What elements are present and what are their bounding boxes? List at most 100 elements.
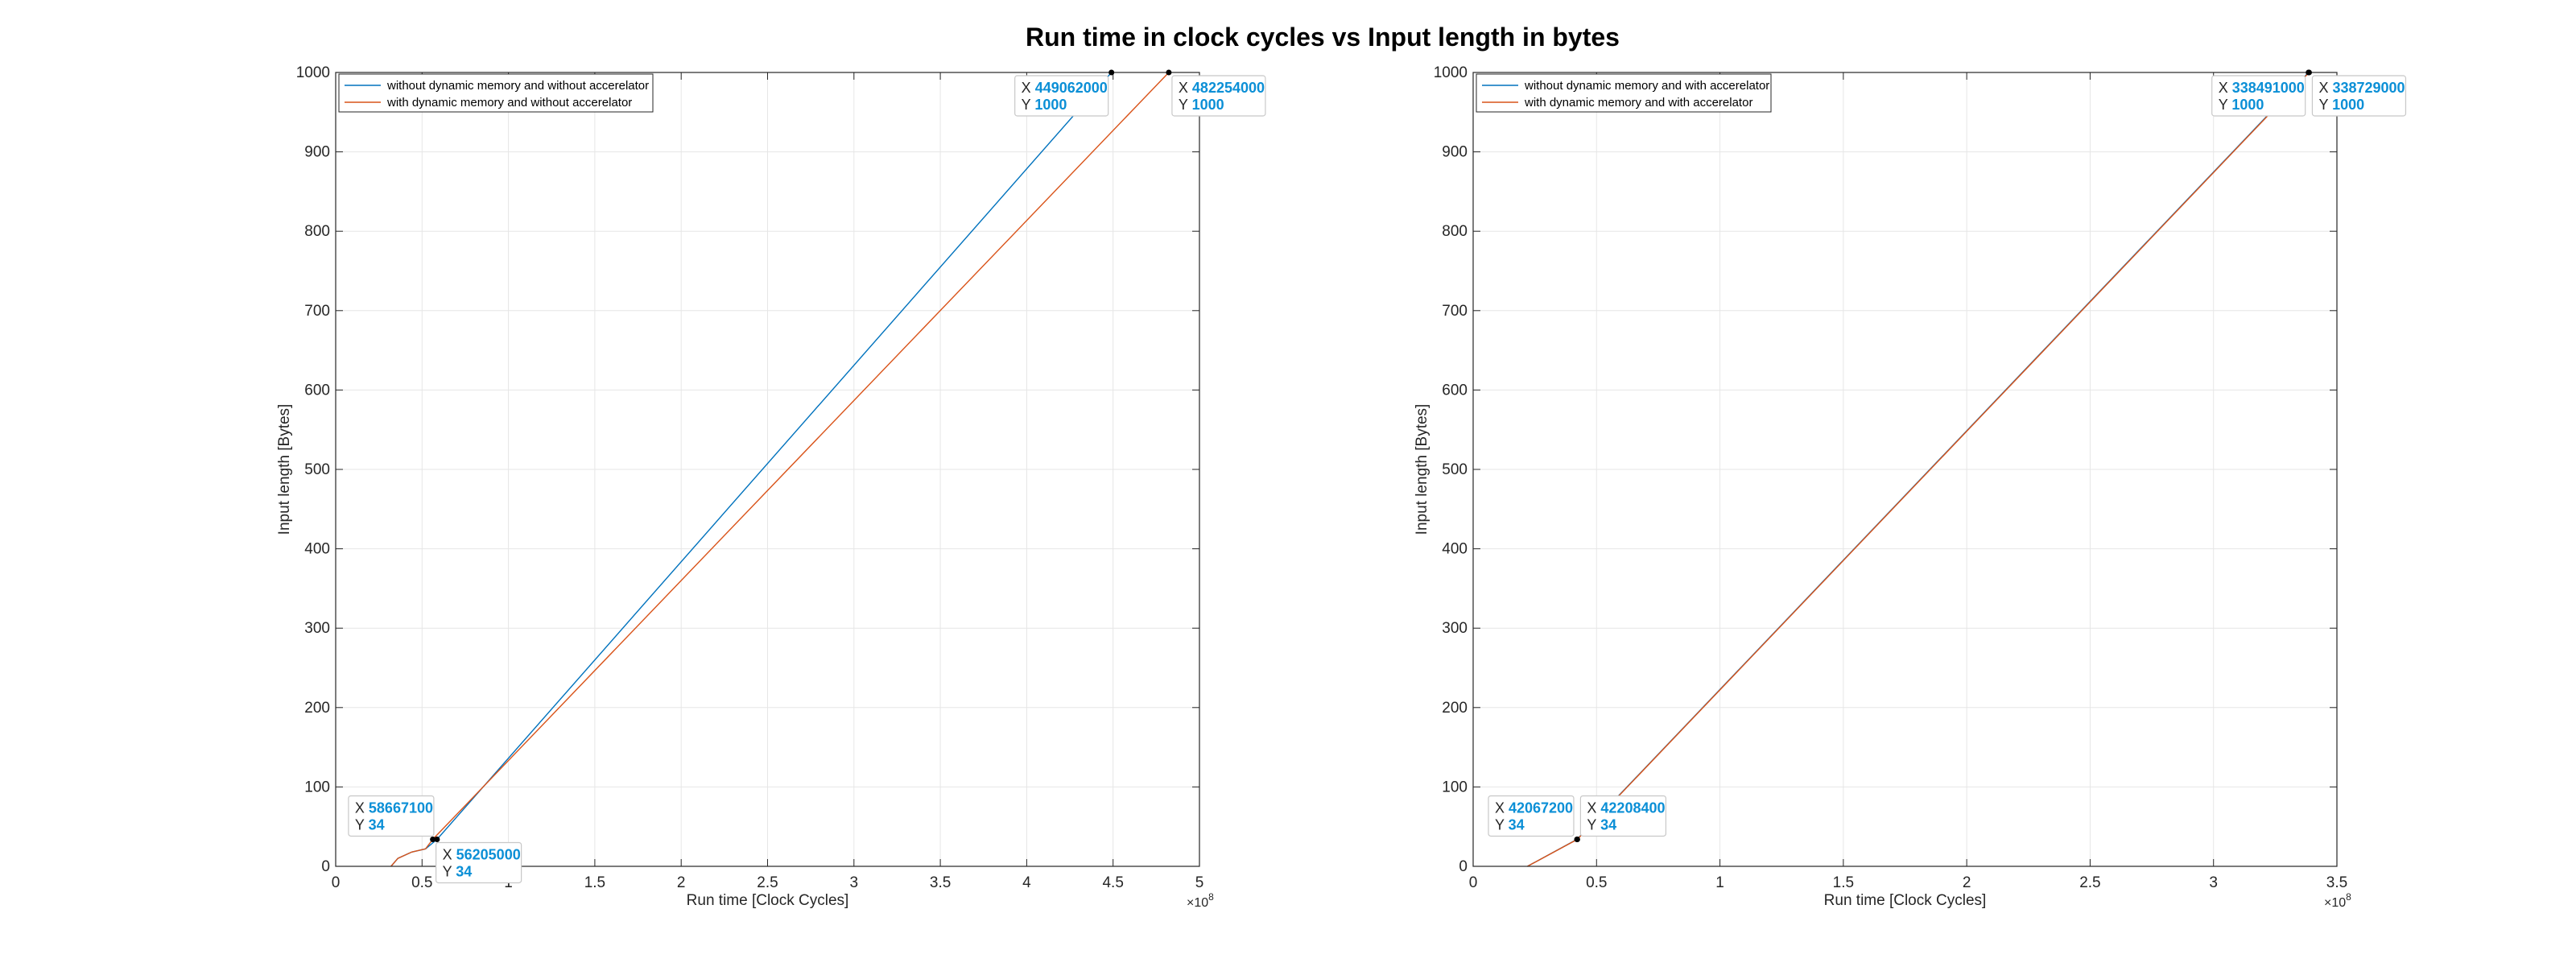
datatip-y-key: Y (2219, 97, 2232, 113)
datatip-x: X 449062000 (1022, 80, 1108, 96)
x-tick-label: 2 (677, 874, 686, 891)
datatip-box (1488, 795, 1575, 837)
y-tick-label: 400 (1442, 541, 1468, 558)
x-tick-label: 0.5 (411, 874, 432, 891)
datatip-x-key: X (2219, 80, 2232, 96)
datatip-x-value: 56205000 (456, 846, 521, 862)
datatip-y-key: Y (443, 863, 456, 879)
x-tick-label: 3.5 (930, 874, 951, 891)
x-tick-label: 0 (332, 874, 341, 891)
y-tick-label: 0 (1459, 858, 1468, 875)
legend-entry-1: without dynamic memory and with accerela… (1524, 79, 1769, 93)
datatip-marker (434, 836, 440, 842)
datatip-x: X 58667100 (355, 800, 433, 816)
datatip-y-key: Y (1495, 816, 1509, 833)
datatip-y-value: 1000 (1192, 97, 1224, 113)
legend: without dynamic memory and with accerela… (1476, 73, 1772, 113)
y-tick-label: 800 (304, 223, 330, 240)
y-tick-label: 1000 (296, 64, 330, 81)
datatip-marker (1108, 69, 1115, 76)
y-tick-label: 500 (1442, 461, 1468, 478)
datatip-y: Y 34 (1587, 816, 1616, 833)
datatip-x-key: X (1022, 80, 1035, 96)
x-tick-label: 2.5 (757, 874, 778, 891)
y-tick-label: 200 (1442, 700, 1468, 717)
datatip-box (1171, 75, 1266, 117)
datatip-box (436, 841, 522, 884)
x-tick-label: 3 (850, 874, 859, 891)
legend-box (1476, 73, 1772, 113)
datatip-x: X 42067200 (1495, 800, 1573, 816)
y-tick-label: 1000 (1434, 64, 1468, 81)
datatip-y-key: Y (1587, 816, 1600, 833)
datatip-y-key: Y (1179, 97, 1192, 113)
x-exponent-label: ×108 (1187, 891, 1214, 910)
datatip-x-value: 449062000 (1035, 80, 1108, 96)
legend: without dynamic memory and without accer… (338, 73, 654, 113)
y-tick-label: 900 (1442, 144, 1468, 161)
series-line-2 (390, 72, 1170, 867)
datatip-x-key: X (1179, 80, 1192, 96)
datatip-y: Y 1000 (1179, 97, 1224, 113)
datatip-y-value: 1000 (2231, 97, 2264, 113)
datatip-box (348, 795, 435, 837)
datatip-y-key: Y (355, 816, 369, 833)
x-tick-label: 0 (1469, 874, 1478, 891)
datatip-x-key: X (443, 846, 456, 862)
y-tick-label: 0 (321, 858, 330, 875)
y-tick-label: 500 (304, 461, 330, 478)
datatip-x: X 56205000 (443, 846, 521, 862)
datatip-y: Y 34 (443, 863, 473, 879)
y-tick-label: 900 (304, 144, 330, 161)
datatip-x: X 338491000 (2219, 80, 2305, 96)
datatip-y-value: 1000 (2332, 97, 2364, 113)
datatip-y-key: Y (1022, 97, 1035, 113)
y-tick-label: 700 (304, 303, 330, 320)
datatip-y-value: 34 (456, 863, 472, 879)
datatip-marker (1574, 836, 1580, 842)
datatip-y: Y 1000 (2219, 97, 2264, 113)
y-tick-label: 100 (1442, 779, 1468, 795)
datatip-y-value: 34 (1600, 816, 1616, 833)
ticks: 00.511.522.533.544.550100200300400500600… (296, 64, 1204, 891)
datatip-x-key: X (1495, 800, 1509, 816)
x-tick-label: 3 (2209, 874, 2218, 891)
datatip-x: X 482254000 (1179, 80, 1265, 96)
ticks: 0 0.5 1 1.5 2 2.5 3 3.5 0 100 200 300 400 500 600 700 80… (1434, 64, 2347, 891)
datatip-x-value: 338729000 (2332, 80, 2405, 96)
series-group (390, 72, 1170, 867)
datatip-y-key: Y (2318, 97, 2332, 113)
y-tick-label: 400 (304, 541, 330, 558)
y-tick-label: 100 (304, 779, 330, 795)
datatip-y-value: 1000 (1034, 97, 1067, 113)
datatip-x-value: 58667100 (369, 800, 433, 816)
left-plot: 00.511.522.533.544.550100200300400500600… (276, 64, 1266, 910)
datatip-box (1579, 795, 1666, 837)
datatip-y: Y 34 (1495, 816, 1525, 833)
y-tick-label: 700 (1442, 303, 1468, 320)
legend-entry-1: without dynamic memory and without accer… (386, 79, 649, 93)
y-tick-label: 300 (304, 620, 330, 637)
datatip-x-key: X (1587, 800, 1600, 816)
x-tick-label: 4 (1022, 874, 1031, 891)
y-axis-label: Input length [Bytes] (276, 404, 293, 535)
y-tick-label: 600 (1442, 382, 1468, 399)
datatip-x-value: 42208400 (1600, 800, 1665, 816)
datatip-box (2211, 75, 2306, 117)
y-tick-label: 800 (1442, 223, 1468, 240)
y-tick-label: 200 (304, 700, 330, 717)
figure-title: Run time in clock cycles vs Input length… (1026, 23, 1620, 52)
x-tick-label: 1.5 (1833, 874, 1854, 891)
datatip-y: Y 1000 (2318, 97, 2364, 113)
legend-entry-2: with dynamic memory and without accerela… (386, 96, 632, 109)
legend-box (338, 73, 654, 113)
datatip-y-value: 34 (1509, 816, 1525, 833)
